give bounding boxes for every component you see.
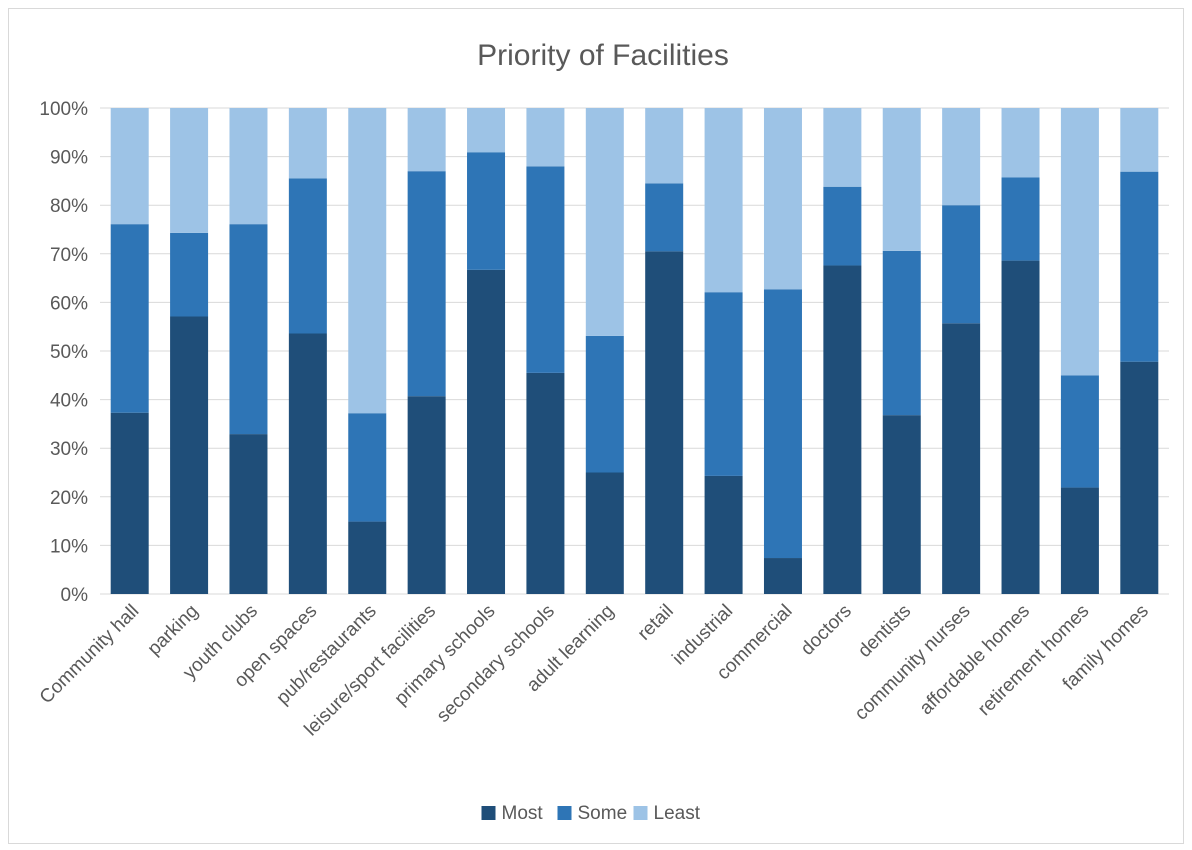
legend-label: Least bbox=[654, 803, 701, 824]
bar-segment-least bbox=[407, 108, 446, 172]
bar-segment-some bbox=[170, 232, 209, 317]
bar-segment-most bbox=[585, 472, 624, 594]
bar-segment-some bbox=[704, 292, 743, 476]
legend-label: Some bbox=[578, 803, 628, 824]
bar-segment-some bbox=[1060, 375, 1099, 488]
bar-segment-most bbox=[704, 475, 743, 594]
bar-segment-least bbox=[110, 108, 149, 225]
bar-segment-some bbox=[1001, 177, 1040, 261]
bar-segment-most bbox=[348, 521, 387, 594]
bar-segment-some bbox=[407, 171, 446, 397]
y-tick-label: 20% bbox=[50, 488, 88, 509]
bar-segment-most bbox=[170, 316, 209, 594]
bar-segment-least bbox=[942, 108, 981, 206]
x-category-label: retail bbox=[634, 601, 678, 645]
bar-segment-most bbox=[942, 323, 981, 594]
bar-segment-most bbox=[288, 333, 327, 594]
legend-label: Most bbox=[502, 803, 544, 824]
bar-segment-most bbox=[467, 269, 506, 594]
y-tick-label: 100% bbox=[39, 99, 88, 120]
bar-segment-least bbox=[882, 108, 921, 251]
bars bbox=[110, 108, 1159, 594]
bar-segment-some bbox=[1120, 171, 1159, 362]
chart-title: Priority of Facilities bbox=[477, 39, 729, 72]
bar-segment-some bbox=[467, 152, 506, 270]
legend-swatch bbox=[633, 806, 648, 820]
y-tick-label: 30% bbox=[50, 439, 88, 460]
bar-segment-some bbox=[645, 183, 684, 252]
y-tick-label: 50% bbox=[50, 342, 88, 363]
bar-segment-least bbox=[763, 108, 802, 290]
bar-segment-most bbox=[1001, 260, 1040, 594]
bar-segment-least bbox=[467, 108, 506, 153]
bar-segment-most bbox=[407, 396, 446, 594]
bar-segment-some bbox=[348, 413, 387, 522]
y-tick-label: 40% bbox=[50, 391, 88, 412]
bar-segment-most bbox=[110, 412, 149, 594]
y-tick-label: 70% bbox=[50, 245, 88, 266]
legend-item-least: Least bbox=[633, 803, 701, 824]
bar-segment-most bbox=[1120, 361, 1159, 594]
bar-segment-some bbox=[882, 250, 921, 416]
bar-segment-most bbox=[526, 372, 565, 594]
legend-swatch bbox=[481, 806, 496, 820]
x-category-label: primary schools bbox=[391, 601, 500, 710]
y-tick-label: 0% bbox=[61, 585, 89, 606]
bar-segment-most bbox=[882, 415, 921, 594]
bar-segment-some bbox=[942, 205, 981, 324]
bar-segment-most bbox=[229, 434, 268, 594]
bar-segment-some bbox=[288, 178, 327, 334]
bar-segment-most bbox=[645, 251, 684, 594]
bar-segment-some bbox=[110, 224, 149, 413]
bar-segment-least bbox=[1120, 108, 1159, 172]
x-category-label: pub/restaurants bbox=[273, 601, 381, 709]
x-category-label: affordable homes bbox=[916, 601, 1034, 719]
bar-segment-least bbox=[823, 108, 862, 187]
bar-segment-least bbox=[1060, 108, 1099, 376]
bar-segment-least bbox=[170, 108, 209, 233]
x-category-label: Community hall bbox=[36, 601, 143, 708]
x-category-label: doctors bbox=[797, 601, 856, 660]
bar-segment-least bbox=[1001, 108, 1040, 178]
y-tick-label: 60% bbox=[50, 293, 88, 314]
legend-swatch bbox=[557, 806, 572, 820]
bar-segment-least bbox=[526, 108, 565, 167]
bar-segment-least bbox=[348, 108, 387, 414]
bar-segment-some bbox=[526, 166, 565, 373]
x-category-label: dentists bbox=[854, 601, 915, 662]
legend: Most Some Least bbox=[481, 803, 701, 824]
stacked-bar-chart: Priority of Facilities 0% 10% 20% 30% 40% 50%… bbox=[36, 39, 1169, 824]
legend-item-most: Most bbox=[481, 803, 544, 824]
bar-segment-some bbox=[229, 224, 268, 435]
y-axis-ticks: 0% 10% 20% 30% 40% 50% 60% 70% 80% 90% 100% bbox=[39, 99, 88, 606]
chart-frame: Priority of Facilities 0% 10% 20% 30% 40% 50%… bbox=[8, 8, 1184, 844]
bar-segment-most bbox=[1060, 487, 1099, 594]
bar-segment-least bbox=[229, 108, 268, 225]
bar-segment-some bbox=[763, 289, 802, 559]
bar-segment-most bbox=[823, 265, 862, 594]
bar-segment-some bbox=[823, 186, 862, 266]
gridlines bbox=[100, 107, 1169, 595]
bar-segment-least bbox=[704, 108, 743, 293]
y-tick-label: 80% bbox=[50, 196, 88, 217]
bar-segment-most bbox=[763, 558, 802, 594]
bar-segment-some bbox=[585, 335, 624, 473]
y-tick-label: 90% bbox=[50, 148, 88, 169]
bar-segment-least bbox=[585, 108, 624, 336]
bar-segment-least bbox=[645, 108, 684, 184]
x-category-label: retirement homes bbox=[974, 601, 1093, 720]
bar-segment-least bbox=[288, 108, 327, 179]
y-tick-label: 10% bbox=[50, 536, 88, 557]
x-category-label: parking bbox=[144, 601, 203, 660]
legend-item-some: Some bbox=[557, 803, 628, 824]
